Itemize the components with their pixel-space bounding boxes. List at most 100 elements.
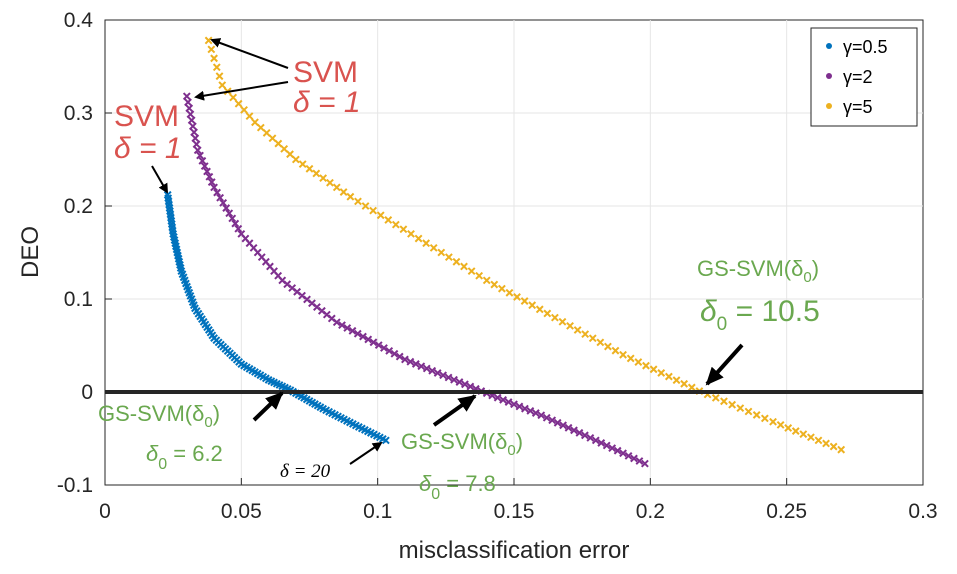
- data-point-marker: [399, 225, 408, 234]
- data-point-marker: [528, 301, 537, 310]
- data-point-marker: [510, 400, 518, 409]
- data-point-marker: [575, 428, 584, 437]
- data-point-marker: [437, 248, 446, 257]
- data-point-marker: [417, 362, 426, 371]
- data-point-marker: [580, 431, 589, 440]
- delta-20-label: δ = 20: [280, 461, 331, 482]
- data-point-marker: [806, 433, 815, 442]
- data-point-marker: [520, 297, 529, 305]
- legend-label-gamma-05: γ=0.5: [843, 37, 888, 57]
- data-point-marker: [602, 441, 611, 450]
- data-point-marker: [550, 313, 559, 322]
- data-point-marker: [799, 430, 808, 439]
- data-point-marker: [193, 146, 202, 155]
- data-point-marker: [553, 418, 562, 427]
- gs-svm-arrow-2: [432, 394, 477, 427]
- data-point-marker: [256, 123, 265, 132]
- data-point-marker: [680, 379, 689, 388]
- data-point-marker: [784, 424, 793, 432]
- data-point-marker: [776, 420, 785, 429]
- data-point-marker: [212, 63, 221, 72]
- data-point-marker: [687, 383, 696, 392]
- data-point-marker: [215, 72, 224, 81]
- data-point-marker: [406, 357, 415, 366]
- data-point-marker: [711, 393, 720, 402]
- data-point-marker: [234, 224, 243, 233]
- data-point-marker: [332, 318, 341, 327]
- svm-arrow-b: [151, 165, 168, 194]
- data-point-marker: [381, 436, 390, 445]
- y-tick-label: 0.1: [64, 288, 93, 311]
- data-point-marker: [187, 116, 196, 125]
- data-point-marker: [305, 164, 314, 173]
- data-point-marker: [286, 150, 294, 159]
- gs-svm-value-2: δ0 = 7.8: [419, 471, 496, 503]
- data-point-marker: [720, 397, 728, 406]
- data-point-marker: [642, 361, 650, 370]
- data-point-marker: [624, 451, 633, 460]
- data-point-marker: [499, 395, 508, 404]
- data-point-marker: [490, 280, 499, 289]
- gs-svm-arrow-1: [252, 391, 284, 422]
- y-tick-label: -0.1: [57, 474, 93, 497]
- data-point-marker: [548, 416, 557, 425]
- data-point-marker: [452, 257, 461, 266]
- data-point-marker: [188, 122, 197, 131]
- gs-svm-label-2: GS-SVM(δ0): [401, 429, 523, 459]
- data-point-marker: [312, 169, 321, 178]
- data-point-marker: [608, 444, 617, 453]
- data-point-marker: [829, 442, 838, 451]
- data-point-marker: [760, 414, 769, 423]
- data-point-marker: [395, 352, 404, 361]
- data-point-marker: [728, 400, 737, 409]
- data-point-marker: [326, 178, 334, 187]
- data-point-marker: [526, 406, 535, 415]
- data-point-marker: [455, 378, 464, 386]
- data-point-marker: [588, 334, 597, 343]
- data-point-marker: [203, 167, 211, 176]
- data-point-marker: [380, 344, 388, 352]
- gs-svm-arrow-3: [705, 343, 744, 386]
- data-point-marker: [185, 104, 194, 113]
- data-point-marker: [339, 188, 348, 196]
- legend-label-gamma-2: γ=2: [843, 67, 873, 87]
- data-series: [105, 36, 923, 468]
- data-point-marker: [619, 449, 627, 458]
- y-tick-label: 0.3: [64, 102, 93, 125]
- data-point-marker: [596, 338, 605, 347]
- gs-svm-value-3: δ0 = 10.5: [700, 295, 820, 335]
- data-point-marker: [504, 398, 513, 406]
- data-point-marker: [475, 271, 484, 280]
- data-point-marker: [407, 229, 415, 238]
- svm-arrow-a2: [194, 81, 289, 101]
- data-point-marker: [218, 81, 227, 90]
- svm-label-b: SVM: [114, 100, 179, 133]
- data-point-marker: [531, 409, 540, 417]
- series-1: [163, 190, 390, 445]
- data-point-marker: [591, 436, 600, 445]
- data-point-marker: [744, 407, 753, 416]
- legend-marker-gamma-2: [826, 73, 832, 79]
- data-point-marker: [822, 439, 830, 448]
- svm-annotation-gamma-5: SVM δ = 1: [194, 38, 361, 119]
- data-point-marker: [429, 243, 438, 252]
- data-point-marker: [466, 382, 475, 391]
- svm-arrow-a1: [210, 38, 289, 69]
- data-point-marker: [216, 193, 225, 202]
- data-point-marker: [422, 239, 431, 248]
- data-point-marker: [520, 404, 529, 413]
- data-point-marker: [207, 178, 216, 186]
- series-3: [204, 36, 846, 454]
- data-point-marker: [513, 293, 521, 301]
- delta-20-annotation: δ = 20: [280, 441, 383, 482]
- data-point-marker: [182, 92, 191, 101]
- data-point-marker: [291, 155, 300, 164]
- svm-label-a: SVM: [293, 56, 358, 89]
- data-point-marker: [240, 105, 248, 114]
- data-point-marker: [640, 459, 649, 468]
- data-point-marker: [428, 366, 437, 375]
- y-tick-label: 0.4: [64, 9, 94, 32]
- data-point-marker: [210, 183, 218, 192]
- data-point-marker: [570, 426, 578, 435]
